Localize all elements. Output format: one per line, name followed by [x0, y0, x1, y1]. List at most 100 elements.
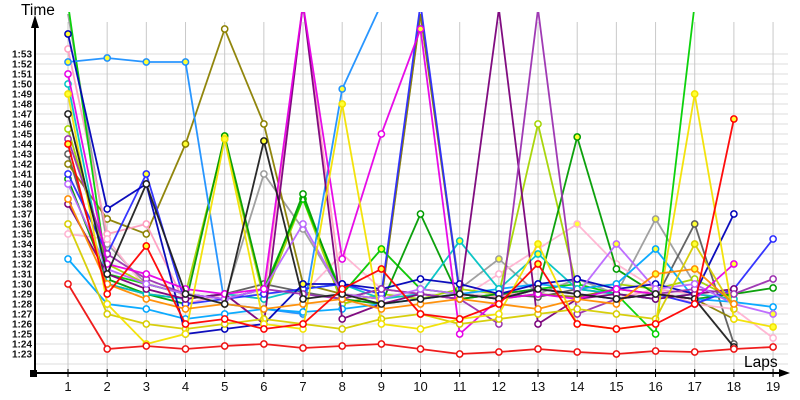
series-layer	[64, 12, 777, 358]
y-tick-label: 1:43	[12, 150, 32, 161]
data-point-marker	[260, 285, 268, 293]
y-tick-label: 1:32	[12, 260, 32, 271]
data-point-marker	[690, 240, 699, 248]
data-point-marker	[142, 305, 151, 313]
data-point-marker	[534, 240, 542, 248]
data-point-marker	[730, 315, 738, 323]
y-tick-label: 1:34	[12, 240, 32, 251]
data-point-marker	[769, 235, 777, 243]
data-point-marker	[573, 305, 582, 313]
data-point-marker	[651, 270, 660, 278]
y-tick-label: 1:52	[12, 60, 32, 71]
y-tick-label: 1:51	[12, 70, 32, 81]
x-tick-label: 6	[260, 379, 267, 394]
y-tick-label: 1:23	[12, 350, 32, 361]
series-line-purple-a	[67, 12, 735, 326]
y-tick-label: 1:46	[12, 120, 32, 131]
y-tick-label: 1:39	[12, 190, 32, 201]
data-point-marker	[495, 348, 503, 356]
data-point-marker	[103, 205, 112, 213]
data-point-marker	[416, 25, 425, 33]
data-point-marker	[142, 170, 151, 178]
data-point-marker	[495, 255, 503, 263]
data-point-marker	[455, 330, 464, 338]
x-tick-label: 5	[221, 379, 228, 394]
data-point-marker	[142, 280, 151, 288]
data-point-marker	[416, 285, 425, 293]
x-tick-label: 14	[570, 379, 584, 394]
data-point-marker	[455, 350, 464, 358]
data-point-marker	[534, 250, 542, 258]
data-point-marker	[299, 320, 307, 328]
y-tick-label: 1:31	[12, 270, 32, 281]
y-tick-label: 1:24	[12, 340, 32, 351]
data-point-marker	[142, 220, 151, 228]
data-point-marker	[181, 345, 190, 353]
x-axis-arrow-icon	[779, 369, 790, 377]
data-point-marker	[338, 342, 347, 350]
data-point-marker	[103, 290, 112, 298]
x-tick-label: 15	[609, 379, 623, 394]
series-line-magenta	[67, 12, 735, 336]
data-point-marker	[260, 120, 268, 128]
data-point-marker	[769, 310, 777, 318]
data-point-marker	[495, 270, 503, 278]
data-point-marker	[377, 130, 386, 138]
data-point-marker	[612, 285, 621, 293]
data-point-marker	[690, 280, 699, 288]
y-tick-label: 1:45	[12, 130, 32, 141]
data-point-marker	[64, 140, 72, 148]
data-point-marker	[220, 315, 229, 323]
data-point-marker	[730, 260, 738, 268]
data-point-marker	[142, 180, 151, 188]
data-point-marker	[142, 270, 151, 278]
data-point-marker	[338, 255, 347, 263]
data-point-marker	[220, 25, 229, 33]
data-point-marker	[142, 295, 151, 303]
data-point-marker	[64, 30, 72, 38]
data-point-marker	[573, 320, 582, 328]
data-point-marker	[299, 295, 307, 303]
data-point-marker	[769, 303, 777, 311]
data-point-marker	[64, 195, 72, 203]
data-point-marker	[338, 315, 347, 323]
data-point-marker	[338, 325, 347, 333]
data-point-marker	[377, 285, 386, 293]
data-point-marker	[64, 110, 72, 118]
data-point-marker	[573, 348, 582, 356]
y-tick-label: 1:33	[12, 250, 32, 261]
data-point-marker	[103, 270, 112, 278]
data-point-marker	[181, 330, 190, 338]
data-point-marker	[769, 284, 777, 292]
y-tick-label: 1:40	[12, 180, 32, 191]
x-tick-label: 13	[531, 379, 545, 394]
data-point-marker	[534, 285, 542, 293]
data-point-marker	[416, 295, 425, 303]
data-point-marker	[181, 290, 190, 298]
data-point-marker	[690, 90, 699, 98]
data-point-marker	[651, 245, 660, 253]
data-point-marker	[534, 305, 542, 313]
y-tick-label: 1:30	[12, 280, 32, 291]
y-tick-label: 1:53	[12, 50, 32, 61]
series-line-yellow-b	[67, 223, 735, 330]
data-point-marker	[416, 275, 425, 283]
x-tick-label: 11	[453, 379, 467, 394]
data-point-marker	[612, 325, 621, 333]
data-point-marker	[573, 220, 582, 228]
series-line-black	[67, 113, 735, 348]
data-point-marker	[260, 137, 268, 145]
y-axis-arrow-icon	[31, 15, 39, 28]
data-point-marker	[690, 348, 699, 356]
y-tick-label: 1:25	[12, 330, 32, 341]
data-point-marker	[220, 300, 229, 308]
x-tick-label: 7	[299, 379, 306, 394]
data-point-marker	[495, 300, 503, 308]
data-point-marker	[299, 190, 307, 198]
data-point-marker	[690, 300, 699, 308]
y-tick-label: 1:48	[12, 100, 32, 111]
y-tick-label: 1:50	[12, 80, 32, 91]
data-point-marker	[142, 342, 151, 350]
